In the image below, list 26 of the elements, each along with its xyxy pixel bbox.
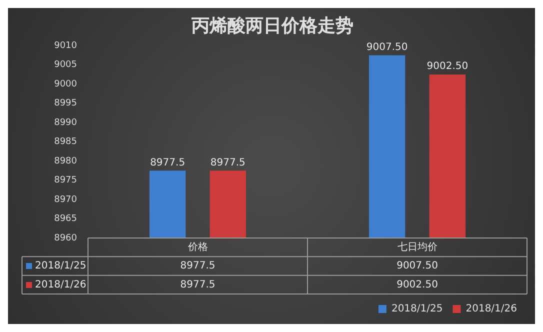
y-tick-label: 9010 [54, 40, 78, 51]
y-tick-label: 9000 [54, 79, 78, 90]
chart-title: 丙烯酸两日价格走势 [190, 15, 354, 36]
y-tick-label: 8990 [54, 118, 78, 128]
data-label: 9007.50 [396, 260, 438, 272]
text: 8977.5 [150, 157, 186, 168]
data-label: 8977.5 [180, 260, 216, 272]
y-tick-label: 8960 [54, 233, 78, 244]
y-tick-label: 8985 [54, 137, 77, 148]
y-tick-label: 9005 [54, 60, 77, 70]
data-label: 9002.50 [396, 279, 438, 290]
legend-label: 2018/1/25 [391, 304, 443, 315]
y-tick-label: 8965 [54, 214, 77, 224]
x-tick-label: 价格 [186, 240, 208, 253]
text: 8977.5 [210, 157, 246, 168]
text: 2018/1/25 [35, 260, 86, 272]
legend-label: 2018/1/26 [466, 304, 518, 315]
text: 2018/1/26 [35, 279, 86, 290]
data-label: 8977.5 [180, 279, 216, 290]
x-tick-label: 七日均价 [397, 240, 438, 253]
text: 9002.50 [426, 61, 468, 72]
y-tick-label: 8975 [54, 176, 77, 186]
y-tick-label: 8980 [54, 156, 78, 166]
y-tick-label: 8970 [54, 194, 78, 205]
y-tick-label: 8995 [54, 98, 77, 109]
text: 9007.50 [366, 42, 408, 53]
